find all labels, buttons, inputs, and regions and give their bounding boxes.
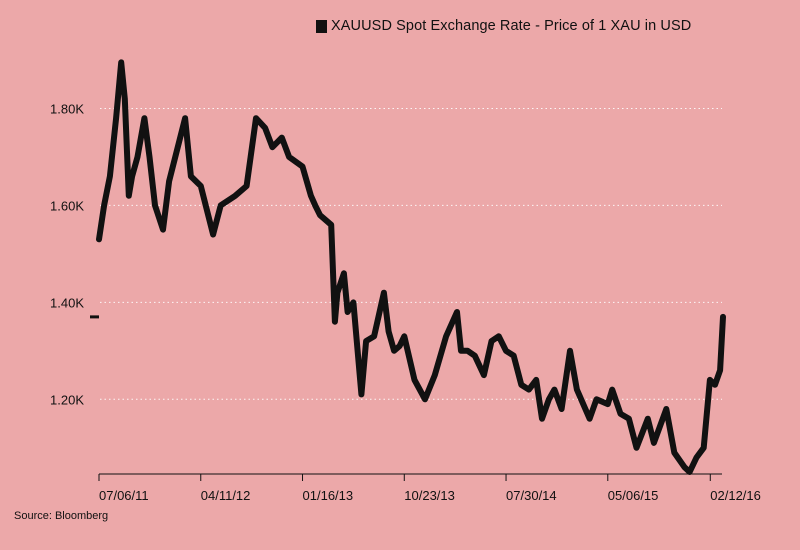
y-tick-label: 1.20K bbox=[50, 392, 84, 407]
legend-swatch bbox=[316, 19, 327, 33]
x-tick-label: 02/12/16 bbox=[710, 488, 761, 503]
x-tick-label: 10/23/13 bbox=[404, 488, 455, 503]
x-tick-label: 04/11/12 bbox=[201, 488, 251, 503]
source-note: Source: Bloomberg bbox=[14, 510, 109, 522]
legend: XAUUSD Spot Exchange Rate - Price of 1 X… bbox=[316, 16, 691, 36]
price-line bbox=[96, 59, 726, 475]
x-tick-label: 01/16/13 bbox=[303, 488, 354, 503]
y-tick-label: 1.80K bbox=[50, 101, 84, 116]
legend-label: XAUUSD Spot Exchange Rate - Price of 1 X… bbox=[331, 18, 692, 34]
y-tick-label: 1.40K bbox=[50, 295, 84, 310]
y-tick-label: 1.60K bbox=[50, 198, 84, 213]
x-tick-label: 07/06/11 bbox=[99, 488, 149, 503]
x-tick-label: 05/06/15 bbox=[608, 488, 659, 503]
x-tick-label: 07/30/14 bbox=[506, 488, 557, 503]
